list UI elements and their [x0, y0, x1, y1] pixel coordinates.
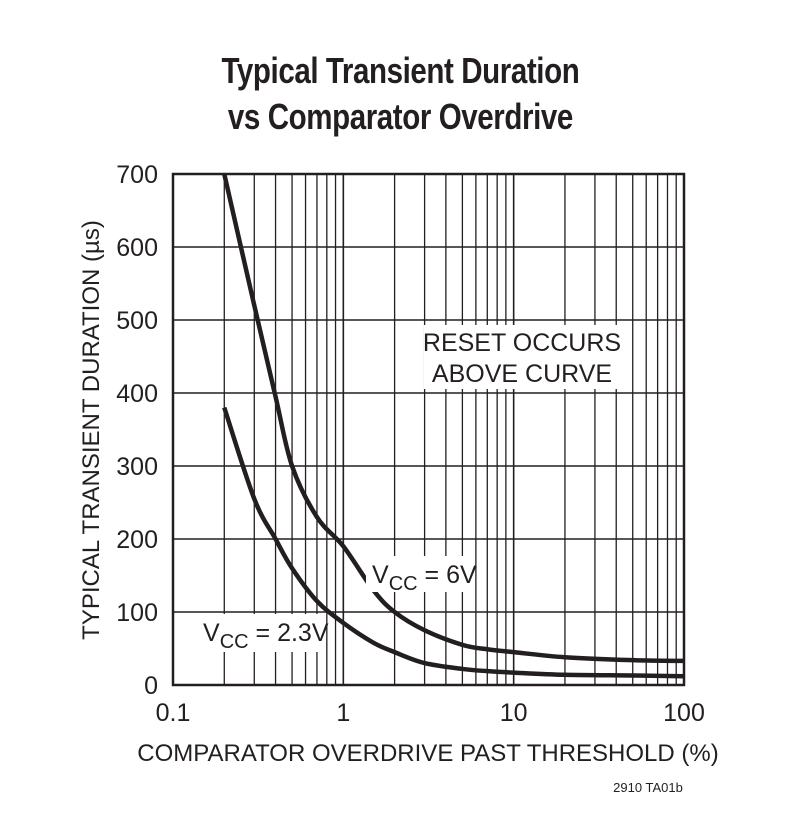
y-tick-label: 500	[116, 307, 158, 335]
y-tick-label: 600	[116, 234, 158, 262]
annotation-reset-line1: RESET OCCURS	[423, 329, 621, 357]
data-curve	[222, 406, 685, 679]
y-tick-label: 200	[116, 526, 158, 554]
chart-title-line2: vs Comparator Overdrive	[227, 96, 573, 137]
x-tick-label: 10	[500, 699, 528, 727]
grid-lines	[172, 173, 684, 686]
label-6v-background	[366, 556, 470, 592]
annotation-background	[424, 325, 620, 389]
data-curves	[222, 173, 685, 679]
figure-code: 2910 TA01b	[613, 780, 683, 795]
label-23v-background	[197, 614, 319, 652]
annotation-reset-line2: ABOVE CURVE	[432, 360, 612, 388]
x-tick-labels: 0.1 1 10 100	[156, 699, 705, 727]
x-tick-label: 1	[336, 699, 350, 727]
plot-border	[171, 172, 686, 687]
series-label-2-3v: VCC = 2.3V	[203, 619, 329, 653]
y-tick-label: 300	[116, 453, 158, 481]
y-tick-label: 700	[116, 161, 158, 189]
x-tick-label: 100	[663, 699, 705, 727]
y-tick-labels: 0 100 200 300 400 500 600 700	[116, 161, 158, 700]
x-tick-label: 0.1	[156, 699, 191, 727]
y-tick-label: 400	[116, 380, 158, 408]
data-curve	[222, 173, 685, 664]
y-axis-label: TYPICAL TRANSIENT DURATION (µs)	[78, 220, 105, 640]
y-tick-label: 0	[144, 672, 158, 700]
y-tick-label: 100	[116, 599, 158, 627]
chart-title-line1: Typical Transient Duration	[221, 50, 580, 91]
x-axis-label: COMPARATOR OVERDRIVE PAST THRESHOLD (%)	[137, 740, 718, 767]
series-label-6v: VCC = 6V	[372, 561, 477, 595]
